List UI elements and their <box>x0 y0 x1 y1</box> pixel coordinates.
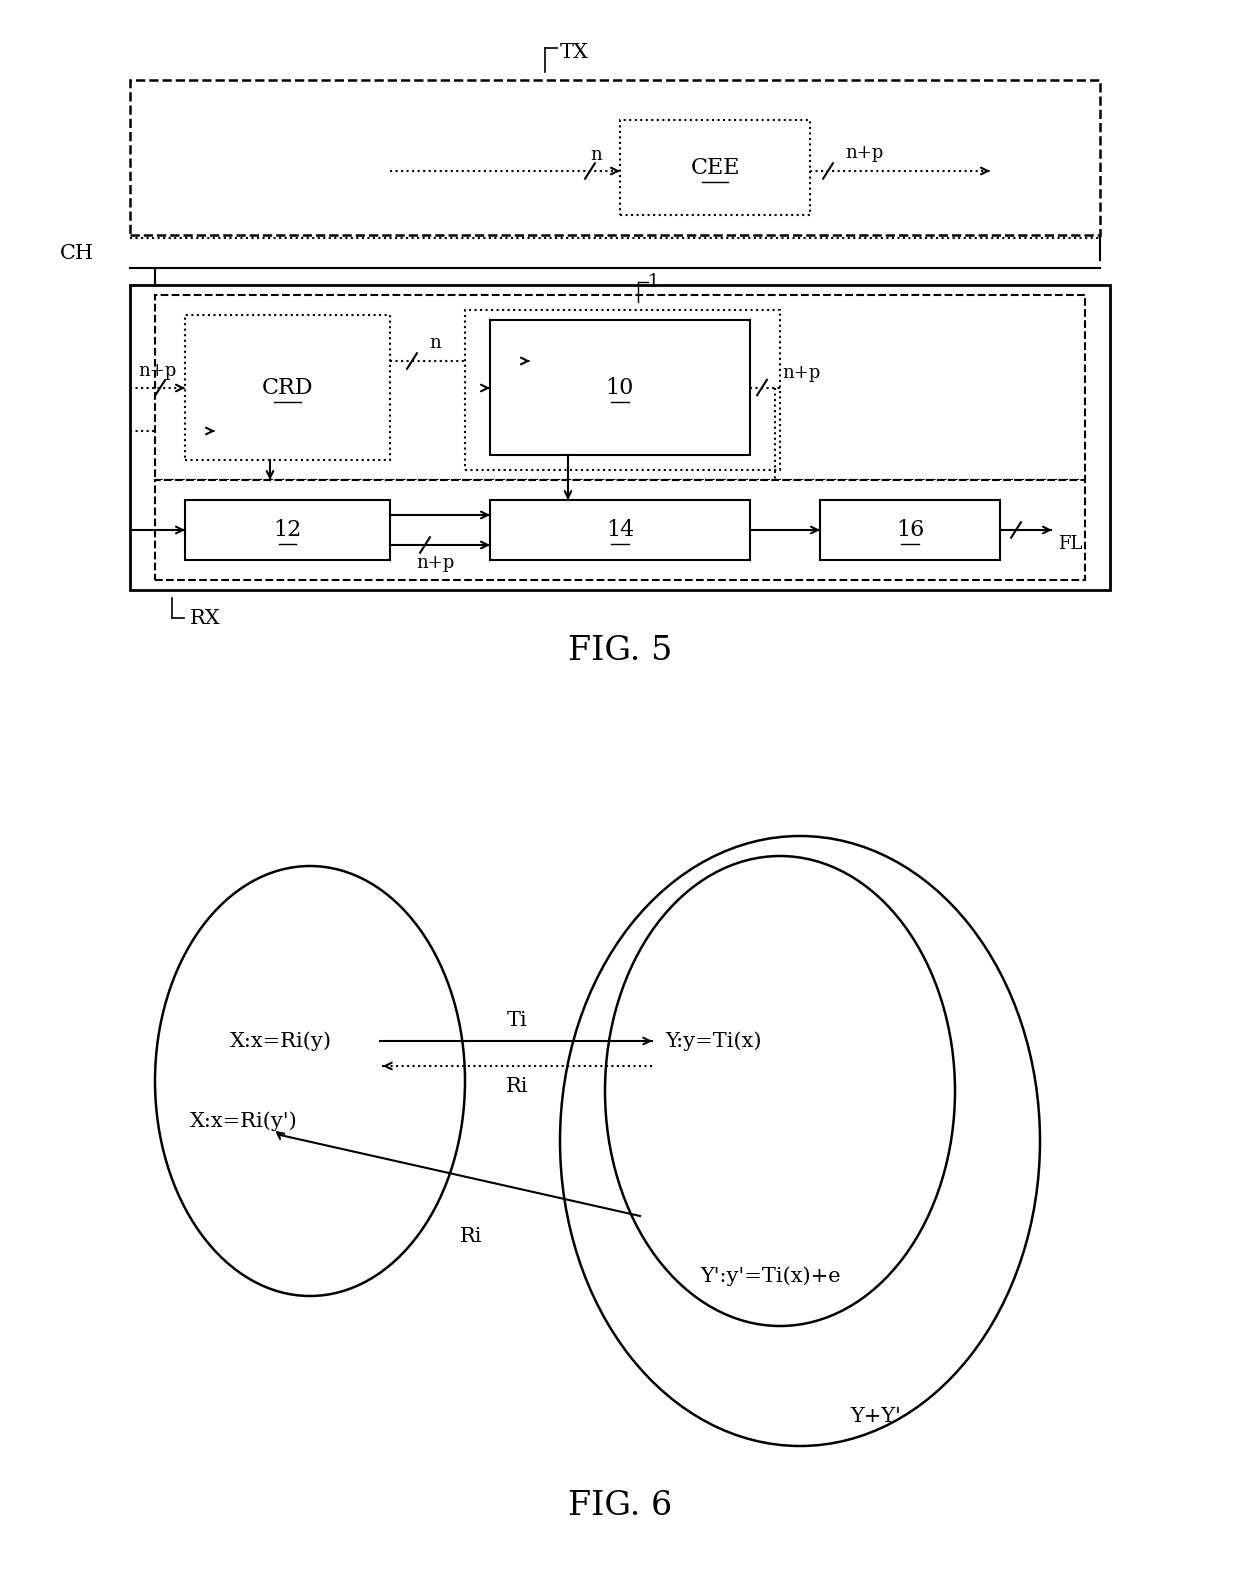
Bar <box>620 119 810 215</box>
Text: 16: 16 <box>895 518 924 540</box>
Bar <box>185 316 391 460</box>
Text: n+p: n+p <box>415 555 454 572</box>
Bar <box>185 500 391 559</box>
Text: FL: FL <box>1058 536 1083 553</box>
Text: Ri: Ri <box>460 1227 482 1246</box>
Text: TX: TX <box>560 42 589 61</box>
Text: CRD: CRD <box>262 377 314 399</box>
Text: Y+Y': Y+Y' <box>849 1406 901 1425</box>
Text: Y:y=Ti(x): Y:y=Ti(x) <box>665 1031 761 1051</box>
Bar <box>465 309 780 470</box>
Bar <box>490 500 750 559</box>
Text: 1: 1 <box>649 273 660 291</box>
Text: Ti: Ti <box>507 1012 528 1031</box>
Ellipse shape <box>155 866 465 1296</box>
Text: n: n <box>590 146 601 163</box>
Text: n+p: n+p <box>138 361 176 380</box>
Text: Y':y'=Ti(x)+e: Y':y'=Ti(x)+e <box>701 1266 841 1285</box>
Text: n+p: n+p <box>782 363 820 382</box>
Text: n: n <box>429 335 441 352</box>
Text: X:x=Ri(y'): X:x=Ri(y') <box>190 1111 298 1131</box>
Text: CH: CH <box>60 244 94 262</box>
Text: n+p: n+p <box>844 145 883 162</box>
Bar <box>155 481 1085 580</box>
Text: X:x=Ri(y): X:x=Ri(y) <box>229 1031 332 1051</box>
Ellipse shape <box>560 836 1040 1445</box>
Text: RX: RX <box>190 608 221 627</box>
Bar <box>130 284 1110 591</box>
Bar <box>130 80 1100 236</box>
Text: 10: 10 <box>606 377 634 399</box>
Text: Ri: Ri <box>506 1076 528 1095</box>
Text: 12: 12 <box>273 518 301 540</box>
Ellipse shape <box>605 856 955 1326</box>
Bar <box>490 320 750 456</box>
Text: FIG. 5: FIG. 5 <box>568 635 672 668</box>
Bar <box>820 500 999 559</box>
Text: CEE: CEE <box>691 157 740 179</box>
Bar <box>155 295 1085 481</box>
Text: 14: 14 <box>606 518 634 540</box>
Text: FIG. 6: FIG. 6 <box>568 1489 672 1522</box>
